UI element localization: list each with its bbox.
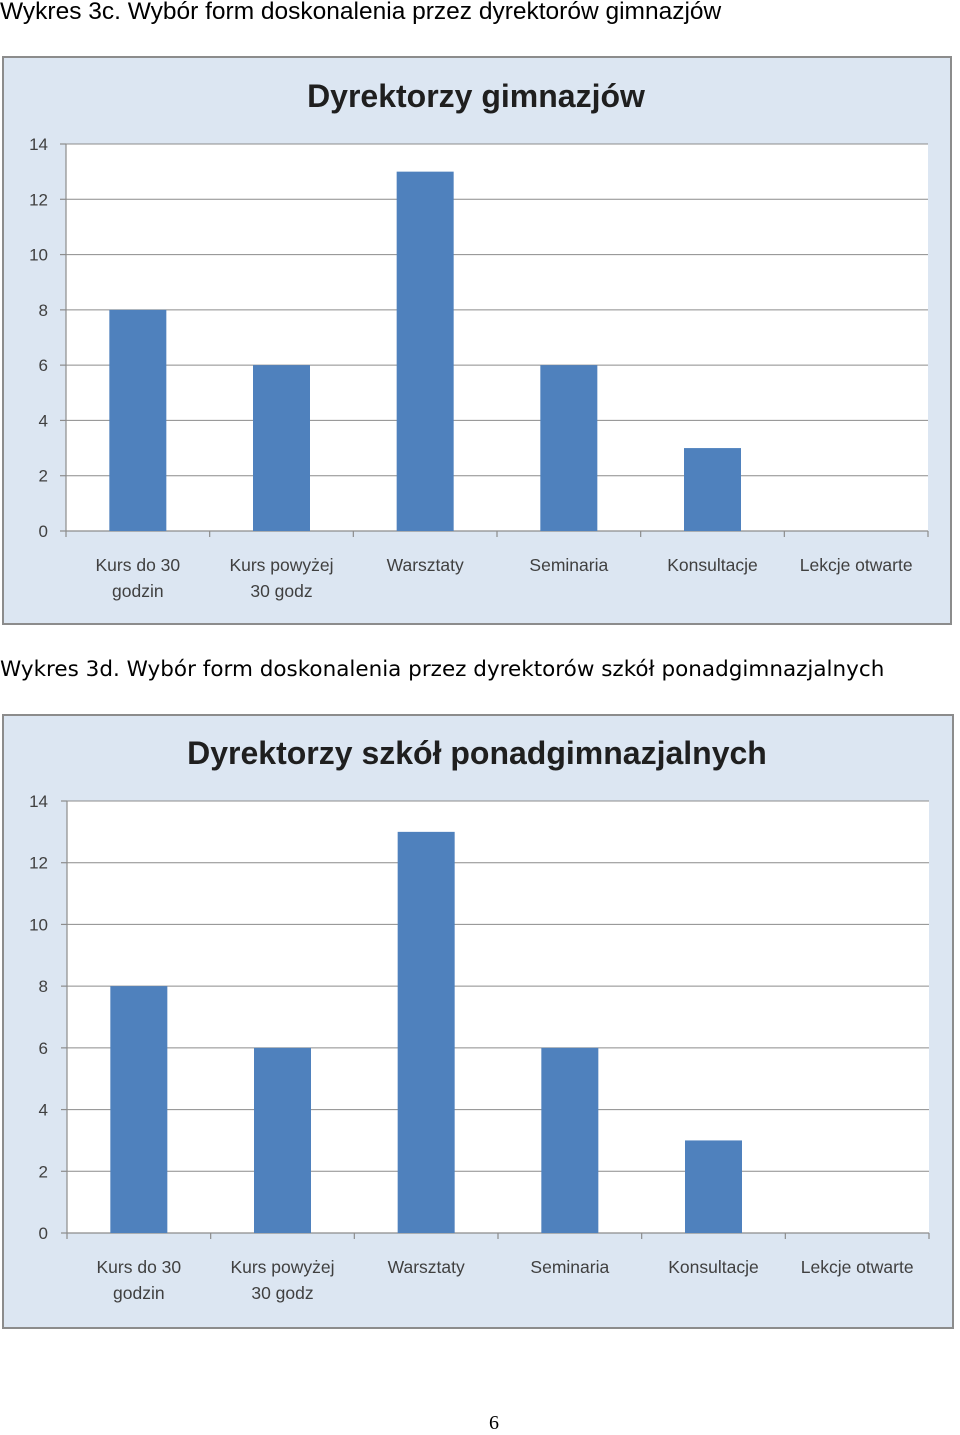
x-category-label: Warsztaty [388,1257,465,1277]
x-category-label: Lekcje otwarte [801,1257,914,1277]
y-tick-label: 10 [29,915,48,934]
y-tick-label: 12 [29,190,48,209]
bar [253,365,310,531]
y-tick-label: 4 [39,1101,48,1120]
chart-caption-3d: Wykres 3d. Wybór form doskonalenia przez… [0,657,885,682]
y-tick-label: 2 [39,467,48,486]
x-category-label: godzin [113,1283,165,1303]
x-category-label: Kurs do 30 [97,1257,182,1277]
bar [396,171,454,531]
bar [684,448,741,531]
x-category-label: Seminaria [530,1257,609,1277]
chart-ponadgimnazjalne: Dyrektorzy szkół ponadgimnazjalnych 0 2 4 6 8… [2,714,954,1329]
plot-area [66,144,928,531]
bar [685,1140,742,1233]
x-category-label: Warsztaty [387,555,464,575]
y-tick-label: 6 [39,1039,48,1058]
chart-title: Dyrektorzy szkół ponadgimnazjalnych [187,735,767,771]
plot-area [67,801,929,1233]
x-category-label: Kurs do 30 [96,555,181,575]
y-tick-label: 14 [29,792,48,811]
y-tick-label: 8 [39,301,48,320]
chart-gimnazja: Dyrektorzy gimnazjów 0 2 4 6 8 10 12 14 Kurs do 3… [2,56,952,625]
y-tick-label: 0 [39,1224,48,1243]
bar [397,831,455,1233]
bar [540,365,598,531]
bar [254,1047,311,1233]
page-number: 6 [489,1412,499,1434]
y-tick-label: 12 [29,854,48,873]
y-tick-label: 6 [39,356,48,375]
chart-title: Dyrektorzy gimnazjów [307,78,645,114]
y-tick-label: 4 [39,411,48,430]
y-tick-label: 14 [29,135,48,154]
x-category-label: Lekcje otwarte [800,555,913,575]
bar [110,986,168,1233]
x-category-label: Konsultacje [667,555,757,575]
y-tick-label: 10 [29,246,48,265]
bar [109,309,167,531]
x-category-label: godzin [112,581,164,601]
x-category-label: 30 godz [250,581,312,601]
y-tick-label: 8 [39,977,48,996]
x-category-label: Kurs powyżej [229,555,333,575]
x-category-label: Kurs powyżej [230,1257,334,1277]
x-category-label: 30 godz [251,1283,313,1303]
y-tick-label: 2 [39,1162,48,1181]
x-category-label: Konsultacje [668,1257,758,1277]
y-tick-label: 0 [39,522,48,541]
chart-caption-3c: Wykres 3c. Wybór form doskonalenia przez… [0,0,722,25]
bar [541,1047,599,1233]
x-category-label: Seminaria [529,555,608,575]
